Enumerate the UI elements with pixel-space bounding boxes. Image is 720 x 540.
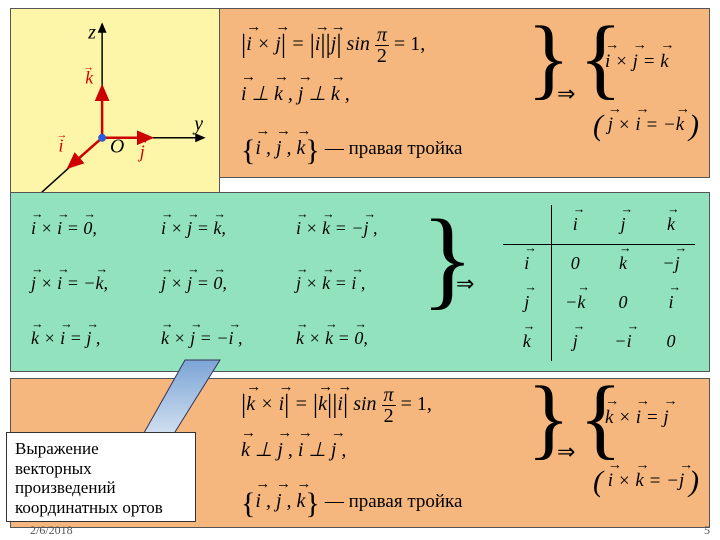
- svg-text:→: →: [138, 135, 149, 147]
- mid-r3c2: k × j = −i ,: [161, 328, 242, 349]
- callout-l3: произведений: [15, 478, 187, 498]
- axis-diagram: z y x O k → j → i →: [10, 8, 220, 218]
- footer-page: 5: [704, 523, 710, 538]
- svg-text:→: →: [83, 61, 94, 73]
- top-brace: }: [527, 34, 570, 84]
- cross-product-table: i j k i 0 k −j j −k 0 i k j −i 0: [503, 205, 695, 361]
- bot-res1: k × i = j: [605, 407, 669, 429]
- footer: 2/6/2018 5: [30, 523, 710, 538]
- top-triple: {i , j , k} — правая тройка: [241, 134, 462, 168]
- mid-r2c2: j × j = 0→,: [161, 273, 227, 294]
- callout-l4: координатных ортов: [15, 498, 187, 518]
- mid-r2c1: j × i = −k,: [31, 273, 108, 294]
- top-res1: i × j = k: [605, 51, 669, 73]
- axis-O: O: [110, 136, 124, 158]
- panel-mid: i × i = 0→, i × j = k, i × k = −j , j × …: [10, 192, 710, 372]
- bot-magnitude: |k × i| = |k||i| sin π2 = 1,: [241, 385, 432, 426]
- mid-r1c1: i × i = 0→,: [31, 218, 97, 239]
- mid-r2c3: j × k = i ,: [296, 273, 365, 294]
- callout-box: Выражение векторных произведений координ…: [6, 432, 196, 522]
- mid-r1c3: i × k = −j ,: [296, 218, 377, 239]
- mid-r3c3: k × k = 0→,: [296, 328, 368, 349]
- callout-l2: векторных: [15, 459, 187, 479]
- axis-svg: z y x O k → j → i →: [11, 9, 219, 217]
- mid-implies: ⇒: [456, 271, 474, 297]
- svg-text:→: →: [57, 129, 68, 141]
- top-res2: ( j × i = −k ): [593, 109, 699, 143]
- mid-r3c1: k × i = j ,: [31, 328, 100, 349]
- axis-z: z: [87, 22, 96, 44]
- slide-root: |i × j| = |i||j| sin π2 = 1, i ⊥ k , j ⊥…: [0, 0, 720, 540]
- top-perp: i ⊥ k , j ⊥ k ,: [241, 81, 350, 106]
- mid-r1c2: i × j = k,: [161, 218, 226, 239]
- bot-triple: {i , j , k} — правая тройка: [241, 487, 462, 521]
- bot-implies: ⇒: [557, 439, 575, 465]
- bot-perp: k ⊥ j , i ⊥ j ,: [241, 437, 346, 462]
- top-implies: ⇒: [557, 81, 575, 107]
- footer-date: 2/6/2018: [30, 523, 73, 538]
- bot-res2: ( i × k = −j ): [593, 465, 699, 499]
- top-magnitude: |i × j| = |i||j| sin π2 = 1,: [241, 25, 425, 66]
- callout-l1: Выражение: [15, 439, 187, 459]
- axis-y: y: [192, 113, 203, 135]
- bot-brace: }: [527, 394, 570, 444]
